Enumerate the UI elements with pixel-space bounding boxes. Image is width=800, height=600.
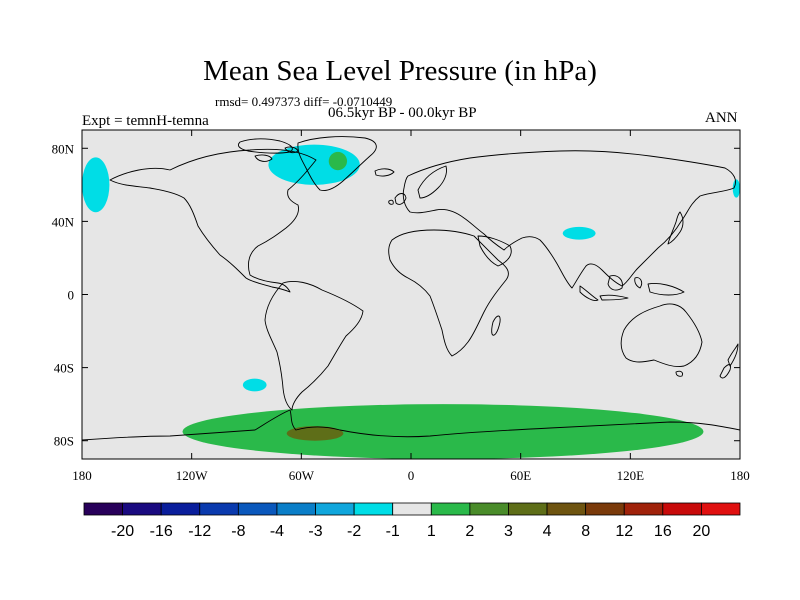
x-tick-label: 120E [617,468,645,483]
coast-greenland [297,136,377,191]
coast-new-zealand [719,343,739,379]
anomaly-layer [82,144,740,459]
x-tick-label: 0 [408,468,415,483]
colorbar-label: 8 [581,523,590,540]
anomaly-south-pacific-off-chile [242,378,267,392]
colorbar-label: 12 [615,523,633,540]
y-tick-label: 80N [52,141,75,156]
coastlines [82,136,740,441]
coast-arctic-islands [237,138,299,162]
coast-antarctica [82,409,740,441]
coast-arabia [477,235,512,267]
colorbar-swatch [83,502,123,516]
period-label: 06.5kyr BP - 00.0kyr BP [328,105,477,121]
colorbar-label: 2 [465,523,474,540]
anomaly-weddell-sea-antarctic-peninsula [286,426,344,441]
x-axis: 180 120W 60W 0 60E 120E 180 [72,130,750,483]
colorbar-swatch [392,502,432,516]
colorbar-label: -8 [231,523,245,540]
colorbar-swatch [122,502,162,516]
colorbar-swatch [237,502,278,516]
y-tick-label: 80S [54,434,74,449]
colorbar-label: -12 [188,523,211,540]
colorbar-swatch [353,502,394,516]
anomaly-tibetan-plateau [562,226,596,240]
colorbar-label: -16 [150,523,173,540]
coast-south-america [264,280,364,411]
coast-australia [620,303,703,367]
x-tick-label: 60W [289,468,315,483]
colorbar-label: -4 [270,523,284,540]
experiment-label: Expt = temnH-temna [82,113,209,129]
colorbar-swatch [276,502,316,516]
colorbar: -20 -16 -12 -8 -4 -3 -2 -1 1 2 3 4 8 12 16 20 [83,502,741,540]
x-tick-label: 180 [730,468,750,483]
colorbar-swatch [508,502,548,516]
y-tick-label: 0 [68,288,75,303]
colorbar-swatch [701,502,741,516]
colorbar-label: -20 [111,523,134,540]
colorbar-label: -2 [347,523,361,540]
rmsd-diff-label: rmsd= 0.497373 diff= -0.0710449 [215,94,393,109]
coast-africa [388,229,509,357]
anomaly-southern-ocean-antarctica [182,404,704,459]
colorbar-swatch [160,502,201,516]
colorbar-label: -3 [308,523,322,540]
colorbar-swatch [585,502,625,516]
colorbar-swatch [662,502,702,516]
colorbar-swatch [199,502,239,516]
anomaly-north-pacific-aleutian [82,157,110,213]
colorbar-label: 4 [543,523,552,540]
colorbar-swatch [623,502,664,516]
anomaly-bering-sea-far-ne-asia-edge [732,179,740,198]
chart-title: Mean Sea Level Pressure (in hPa) [203,55,597,87]
colorbar-swatch [315,502,355,516]
x-tick-label: 120W [176,468,209,483]
colorbar-swatch [469,502,509,516]
colorbar-label: 16 [654,523,672,540]
x-tick-label: 60E [510,468,531,483]
coast-madagascar [491,315,501,336]
y-tick-label: 40S [54,361,74,376]
coast-eurasia [402,150,736,289]
y-axis: 80N 40N 0 40S 80S [52,141,740,449]
coast-british-isles [388,193,407,205]
map-background [82,130,740,459]
colorbar-label: 20 [693,523,711,540]
y-tick-label: 40N [52,214,75,229]
coast-maritime-continent [579,275,685,301]
coast-iceland [374,168,395,177]
coast-japan [667,211,684,245]
coast-tasmania [675,370,683,377]
colorbar-label: -1 [386,523,400,540]
x-tick-label: 180 [72,468,92,483]
season-label: ANN [705,110,738,126]
coast-scandinavia [417,165,447,199]
anomaly-greenland-interior [328,151,348,171]
colorbar-swatch [546,502,587,516]
colorbar-label: 3 [504,523,513,540]
colorbar-label: 1 [427,523,436,540]
colorbar-swatch [430,502,471,516]
